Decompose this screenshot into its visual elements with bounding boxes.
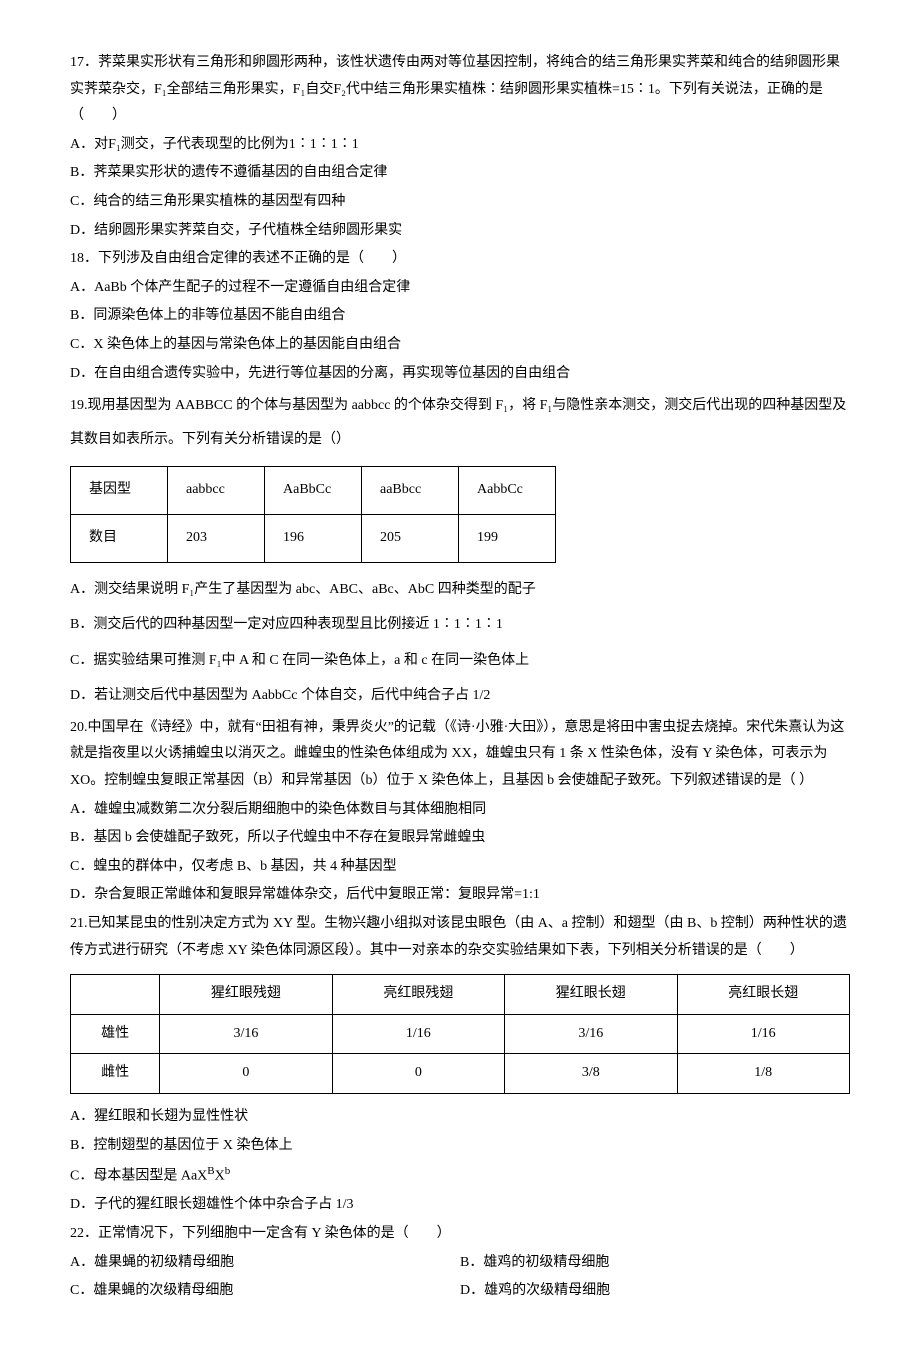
q21-opt-a: A．猩红眼和长翅为显性性状 [70,1104,850,1131]
q19-opt-b: B．测交后代的四种基因型一定对应四种表现型且比例接近 1∶1∶1∶1 [70,608,850,642]
superscript: B [207,1165,214,1177]
table-cell: 亮红眼长翅 [677,975,850,1015]
table-cell [71,975,160,1015]
q21-opt-d: D．子代的猩红眼长翅雄性个体中杂合子占 1/3 [70,1192,850,1219]
text: X [215,1169,225,1184]
table-cell: 1/16 [332,1014,504,1054]
table-cell: AabbCc [459,467,556,515]
table-cell: 猩红眼残翅 [160,975,332,1015]
table-cell: 猩红眼长翅 [505,975,677,1015]
q20-opt-c: C．蝗虫的群体中，仅考虑 B、b 基因，共 4 种基因型 [70,854,850,881]
table-cell: 3/16 [160,1014,332,1054]
table-cell: 196 [265,514,362,562]
q20-opt-a: A．雄蝗虫减数第二次分裂后期细胞中的染色体数目与其体细胞相同 [70,797,850,824]
q19-opt-d: D．若让测交后代中基因型为 AabbCc 个体自交，后代中纯合子占 1/2 [70,679,850,713]
q21-stem: 21.已知某昆虫的性别决定方式为 XY 型。生物兴趣小组拟对该昆虫眼色（由 A、… [70,911,850,964]
table-cell: 205 [362,514,459,562]
q18-stem: 18．下列涉及自由组合定律的表述不正确的是（ ） [70,246,850,273]
q21-opt-b: B．控制翅型的基因位于 X 染色体上 [70,1133,850,1160]
table-cell: 203 [168,514,265,562]
q19-stem: 19.现用基因型为 AABBCC 的个体与基因型为 aabbcc 的个体杂交得到… [70,389,850,456]
q18-opt-b: B．同源染色体上的非等位基因不能自由组合 [70,303,850,330]
q17-stem: 17．荠菜果实形状有三角形和卵圆形两种，该性状遗传由两对等位基因控制，将纯合的结… [70,50,850,130]
q17-opt-d: D．结卵圆形果实荠菜自交，子代植株全结卵圆形果实 [70,218,850,245]
table-cell: 雌性 [71,1054,160,1094]
table-cell: 3/16 [505,1014,677,1054]
q17-opt-c: C．纯合的结三角形果实植株的基因型有四种 [70,189,850,216]
table-cell: 亮红眼残翅 [332,975,504,1015]
q19-table: 基因型 aabbcc AaBbCc aaBbcc AabbCc 数目 203 1… [70,466,556,562]
q18-opt-c: C．X 染色体上的基因与常染色体上的基因能自由组合 [70,332,850,359]
q20-opt-b: B．基因 b 会使雄配子致死，所以子代蝗虫中不存在复眼异常雌蝗虫 [70,825,850,852]
q19-opt-a: A．测交结果说明 F₁产生了基因型为 abc、ABC、aBc、AbC 四种类型的… [70,573,850,607]
q20-stem: 20.中国早在《诗经》中，就有“田祖有神，秉畀炎火”的记载（《诗·小雅·大田》）… [70,715,850,795]
table-cell: 数目 [71,514,168,562]
q22-stem: 22．正常情况下，下列细胞中一定含有 Y 染色体的是（ ） [70,1221,850,1248]
q21-table: 猩红眼残翅 亮红眼残翅 猩红眼长翅 亮红眼长翅 雄性 3/16 1/16 3/1… [70,974,850,1094]
q17-opt-a: A．对F₁测交，子代表现型的比例为1∶1∶1∶1 [70,132,850,159]
table-cell: AaBbCc [265,467,362,515]
q18-opt-d: D．在自由组合遗传实验中，先进行等位基因的分离，再实现等位基因的自由组合 [70,361,850,388]
q20-opt-d: D．杂合复眼正常雌体和复眼异常雄体杂交，后代中复眼正常：复眼异常=1:1 [70,882,850,909]
table-cell: 0 [332,1054,504,1094]
table-cell: 0 [160,1054,332,1094]
q17-opt-b: B．荠菜果实形状的遗传不遵循基因的自由组合定律 [70,160,850,187]
table-cell: 基因型 [71,467,168,515]
q22-opt-a: A．雄果蝇的初级精母细胞 [70,1250,460,1277]
q21-opt-c: C．母本基因型是 AaXBXb [70,1161,850,1190]
q22-opt-c: C．雄果蝇的次级精母细胞 [70,1278,460,1305]
q18-opt-a: A．AaBb 个体产生配子的过程不一定遵循自由组合定律 [70,275,850,302]
superscript: b [225,1165,231,1177]
table-cell: 1/8 [677,1054,850,1094]
table-cell: 雄性 [71,1014,160,1054]
text: C．母本基因型是 AaX [70,1169,207,1184]
q19-opt-c: C．据实验结果可推测 F₁中 A 和 C 在同一染色体上，a 和 c 在同一染色… [70,644,850,678]
table-cell: 199 [459,514,556,562]
table-cell: aabbcc [168,467,265,515]
q22-opt-d: D．雄鸡的次级精母细胞 [460,1278,850,1305]
table-cell: 3/8 [505,1054,677,1094]
table-cell: 1/16 [677,1014,850,1054]
table-cell: aaBbcc [362,467,459,515]
q22-opt-b: B．雄鸡的初级精母细胞 [460,1250,850,1277]
